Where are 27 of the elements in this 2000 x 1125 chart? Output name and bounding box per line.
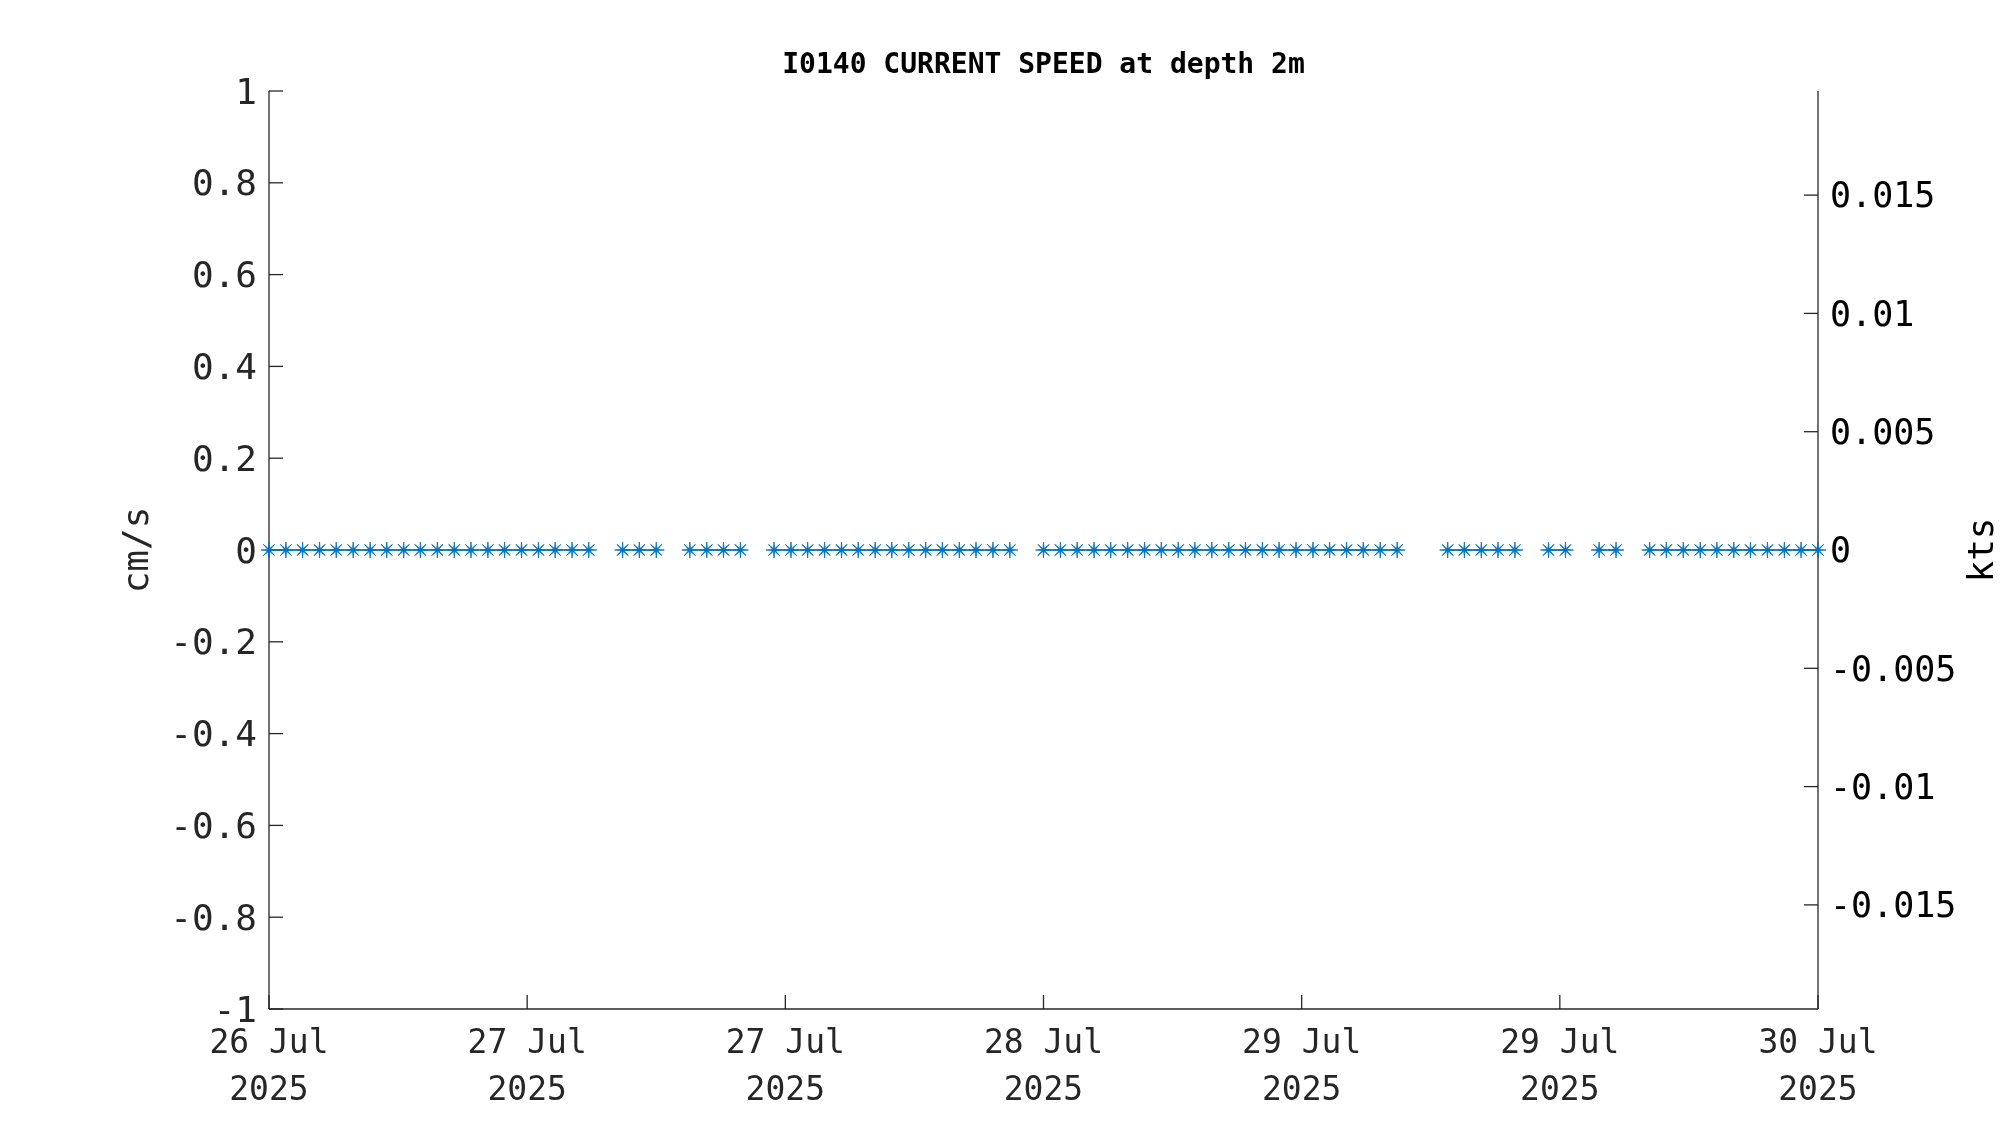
y2-tick-label: -0.01 bbox=[1830, 766, 1936, 807]
y2-tick-label: 0.005 bbox=[1830, 411, 1936, 452]
x-tick-label: 29 Jul 2025 bbox=[1500, 1022, 1620, 1108]
y-tick-label: -0.2 bbox=[170, 621, 257, 663]
x-tick-label: 28 Jul 2025 bbox=[983, 1022, 1104, 1108]
y2-tick-label: 0.01 bbox=[1830, 293, 1915, 334]
x-tick-label: 26 Jul 2025 bbox=[209, 1022, 329, 1108]
chart-title: I0140 CURRENT SPEED at depth 2m bbox=[782, 47, 1305, 80]
x-tick-label: 27 Jul 2025 bbox=[467, 1022, 587, 1108]
x-tick-label: 30 Jul 2025 bbox=[1758, 1022, 1878, 1108]
y-tick-label: 0.8 bbox=[191, 162, 257, 204]
x-tick-label: 27 Jul 2025 bbox=[725, 1022, 845, 1108]
y-tick-label: 0.4 bbox=[191, 346, 257, 387]
y-tick-label: 0.2 bbox=[191, 437, 257, 479]
y-tick-label: 1 bbox=[235, 70, 257, 112]
y2-tick-label: 0 bbox=[1830, 530, 1852, 571]
y2-tick-label: -0.015 bbox=[1830, 885, 1957, 926]
y2-axis-title: kts bbox=[1959, 517, 2000, 583]
y-tick-label: -0.8 bbox=[170, 896, 257, 938]
y-tick-label: -0.4 bbox=[170, 713, 257, 755]
y-tick-label: 0 bbox=[235, 529, 257, 571]
y2-tick-label: -0.005 bbox=[1830, 648, 1957, 689]
y-axis-title: cm/s bbox=[115, 506, 156, 594]
y2-tick-label: 0.015 bbox=[1830, 175, 1936, 216]
x-tick-label: 29 Jul 2025 bbox=[1242, 1022, 1362, 1108]
y-tick-label: 0.6 bbox=[191, 254, 257, 296]
y-tick-label: -0.6 bbox=[170, 805, 257, 846]
